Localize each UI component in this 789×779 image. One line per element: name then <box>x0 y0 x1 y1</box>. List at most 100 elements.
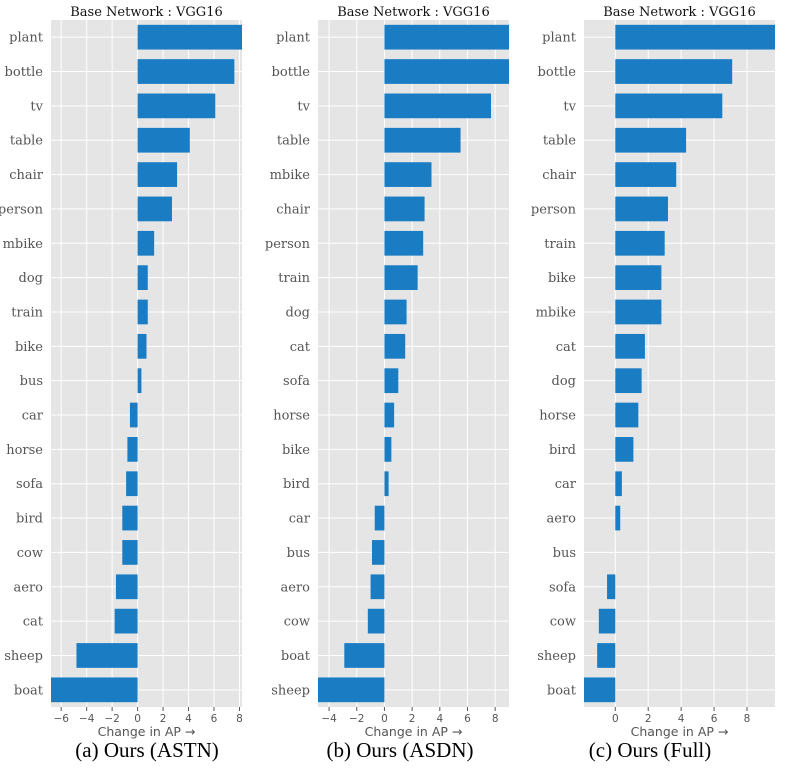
x-tick-label: −2 <box>349 713 364 725</box>
category-label: table <box>277 134 310 149</box>
bar-tv <box>615 93 723 119</box>
x-tick-label: 6 <box>464 713 471 725</box>
category-label: boat <box>14 683 44 698</box>
bar-mbike <box>137 230 155 256</box>
plot-area <box>318 20 509 707</box>
category-label: train <box>544 237 576 252</box>
x-tick-label: 2 <box>645 713 652 725</box>
category-label: car <box>289 512 311 527</box>
bar-plant <box>137 24 242 50</box>
chart-title: Base Network : VGG16 <box>70 5 222 20</box>
category-label: aero <box>547 512 577 527</box>
category-label: train <box>11 305 43 320</box>
bar-tv <box>137 93 216 119</box>
bar-car <box>129 402 138 428</box>
bar-boat <box>51 677 138 703</box>
category-label: dog <box>286 305 310 320</box>
caption-a: (a) Ours (ASTN) <box>75 738 219 762</box>
category-label: car <box>22 409 44 424</box>
category-label: aero <box>281 580 311 595</box>
category-label: cow <box>550 615 576 630</box>
category-label: person <box>531 202 577 217</box>
bar-sheep <box>597 643 616 668</box>
x-axis-label: Change in AP → <box>365 724 463 739</box>
x-tick-label: 0 <box>134 713 141 725</box>
bar-bird <box>615 437 634 462</box>
bar-cat <box>384 333 406 359</box>
bar-bus <box>137 368 142 394</box>
bar-person <box>615 196 668 222</box>
category-label: table <box>10 134 43 149</box>
x-tick-label: −4 <box>79 713 95 725</box>
chart-panel-1: plant bottle tv table mbike chair person train d… <box>265 5 509 739</box>
bar-train <box>137 299 148 325</box>
bar-cat <box>615 333 645 359</box>
bar-aero <box>615 505 621 531</box>
bar-sheep <box>76 643 138 668</box>
category-label: bike <box>282 443 310 458</box>
x-tick-label: 0 <box>612 713 619 725</box>
category-label: train <box>278 271 310 286</box>
bar-dog <box>384 299 407 325</box>
plot-area <box>584 20 775 707</box>
x-tick-label: 8 <box>236 713 243 725</box>
x-tick-label: 4 <box>678 713 685 725</box>
category-label: aero <box>14 580 44 595</box>
x-tick-label: 2 <box>160 713 167 725</box>
category-label: sofa <box>16 477 43 492</box>
category-label: bike <box>15 340 43 355</box>
category-label: person <box>0 202 44 217</box>
category-label: mbike <box>536 305 577 320</box>
bar-horse <box>384 402 395 428</box>
bar-cow <box>367 608 385 634</box>
caption-b: (b) Ours (ASDN) <box>326 738 474 762</box>
category-label: bird <box>283 477 310 492</box>
category-label: boat <box>547 683 577 698</box>
category-label: cow <box>284 615 310 630</box>
bar-aero <box>370 574 385 600</box>
bar-train <box>615 230 665 256</box>
caption-c: (c) Ours (Full) <box>588 738 712 762</box>
category-label: table <box>543 134 576 149</box>
x-tick-label: −4 <box>321 713 337 725</box>
bar-person <box>137 196 172 222</box>
category-label: boat <box>281 649 311 664</box>
category-label: chair <box>9 168 44 183</box>
category-label: sofa <box>283 374 310 389</box>
category-label: chair <box>276 202 311 217</box>
chart-title: Base Network : VGG16 <box>603 5 755 20</box>
x-tick-label: 6 <box>211 713 218 725</box>
category-label: bottle <box>272 65 311 80</box>
x-tick-label: −6 <box>53 713 69 725</box>
x-tick-label: 4 <box>436 713 443 725</box>
bar-chair <box>615 162 677 187</box>
bar-bus <box>371 540 385 565</box>
bar-bird <box>122 505 138 531</box>
category-label: tv <box>297 99 310 114</box>
category-label: cow <box>17 546 43 561</box>
bar-chair <box>384 196 425 222</box>
category-label: bus <box>553 546 576 561</box>
bar-tv <box>384 93 492 119</box>
bar-car <box>615 471 622 497</box>
chart-panel-2: plant bottle tv table chair person train bike mb… <box>531 5 775 739</box>
category-label: cat <box>556 340 577 355</box>
bar-boat <box>344 643 385 668</box>
bar-horse <box>127 437 138 462</box>
category-label: bottle <box>538 65 577 80</box>
x-tick-label: 8 <box>492 713 499 725</box>
category-label: bus <box>20 374 43 389</box>
bar-mbike <box>615 299 662 325</box>
chart-panel-0: plant bottle tv table chair person mbike dog tra… <box>0 5 243 739</box>
x-tick-label: 6 <box>711 713 718 725</box>
bar-table <box>384 127 461 153</box>
category-label: tv <box>563 99 576 114</box>
bar-table <box>137 127 190 153</box>
category-label: dog <box>19 271 43 286</box>
category-label: car <box>555 477 577 492</box>
category-label: plant <box>9 31 44 46</box>
x-tick-label: 0 <box>381 713 388 725</box>
bar-plant <box>384 24 509 50</box>
bar-chair <box>137 162 178 187</box>
category-label: horse <box>539 409 576 424</box>
